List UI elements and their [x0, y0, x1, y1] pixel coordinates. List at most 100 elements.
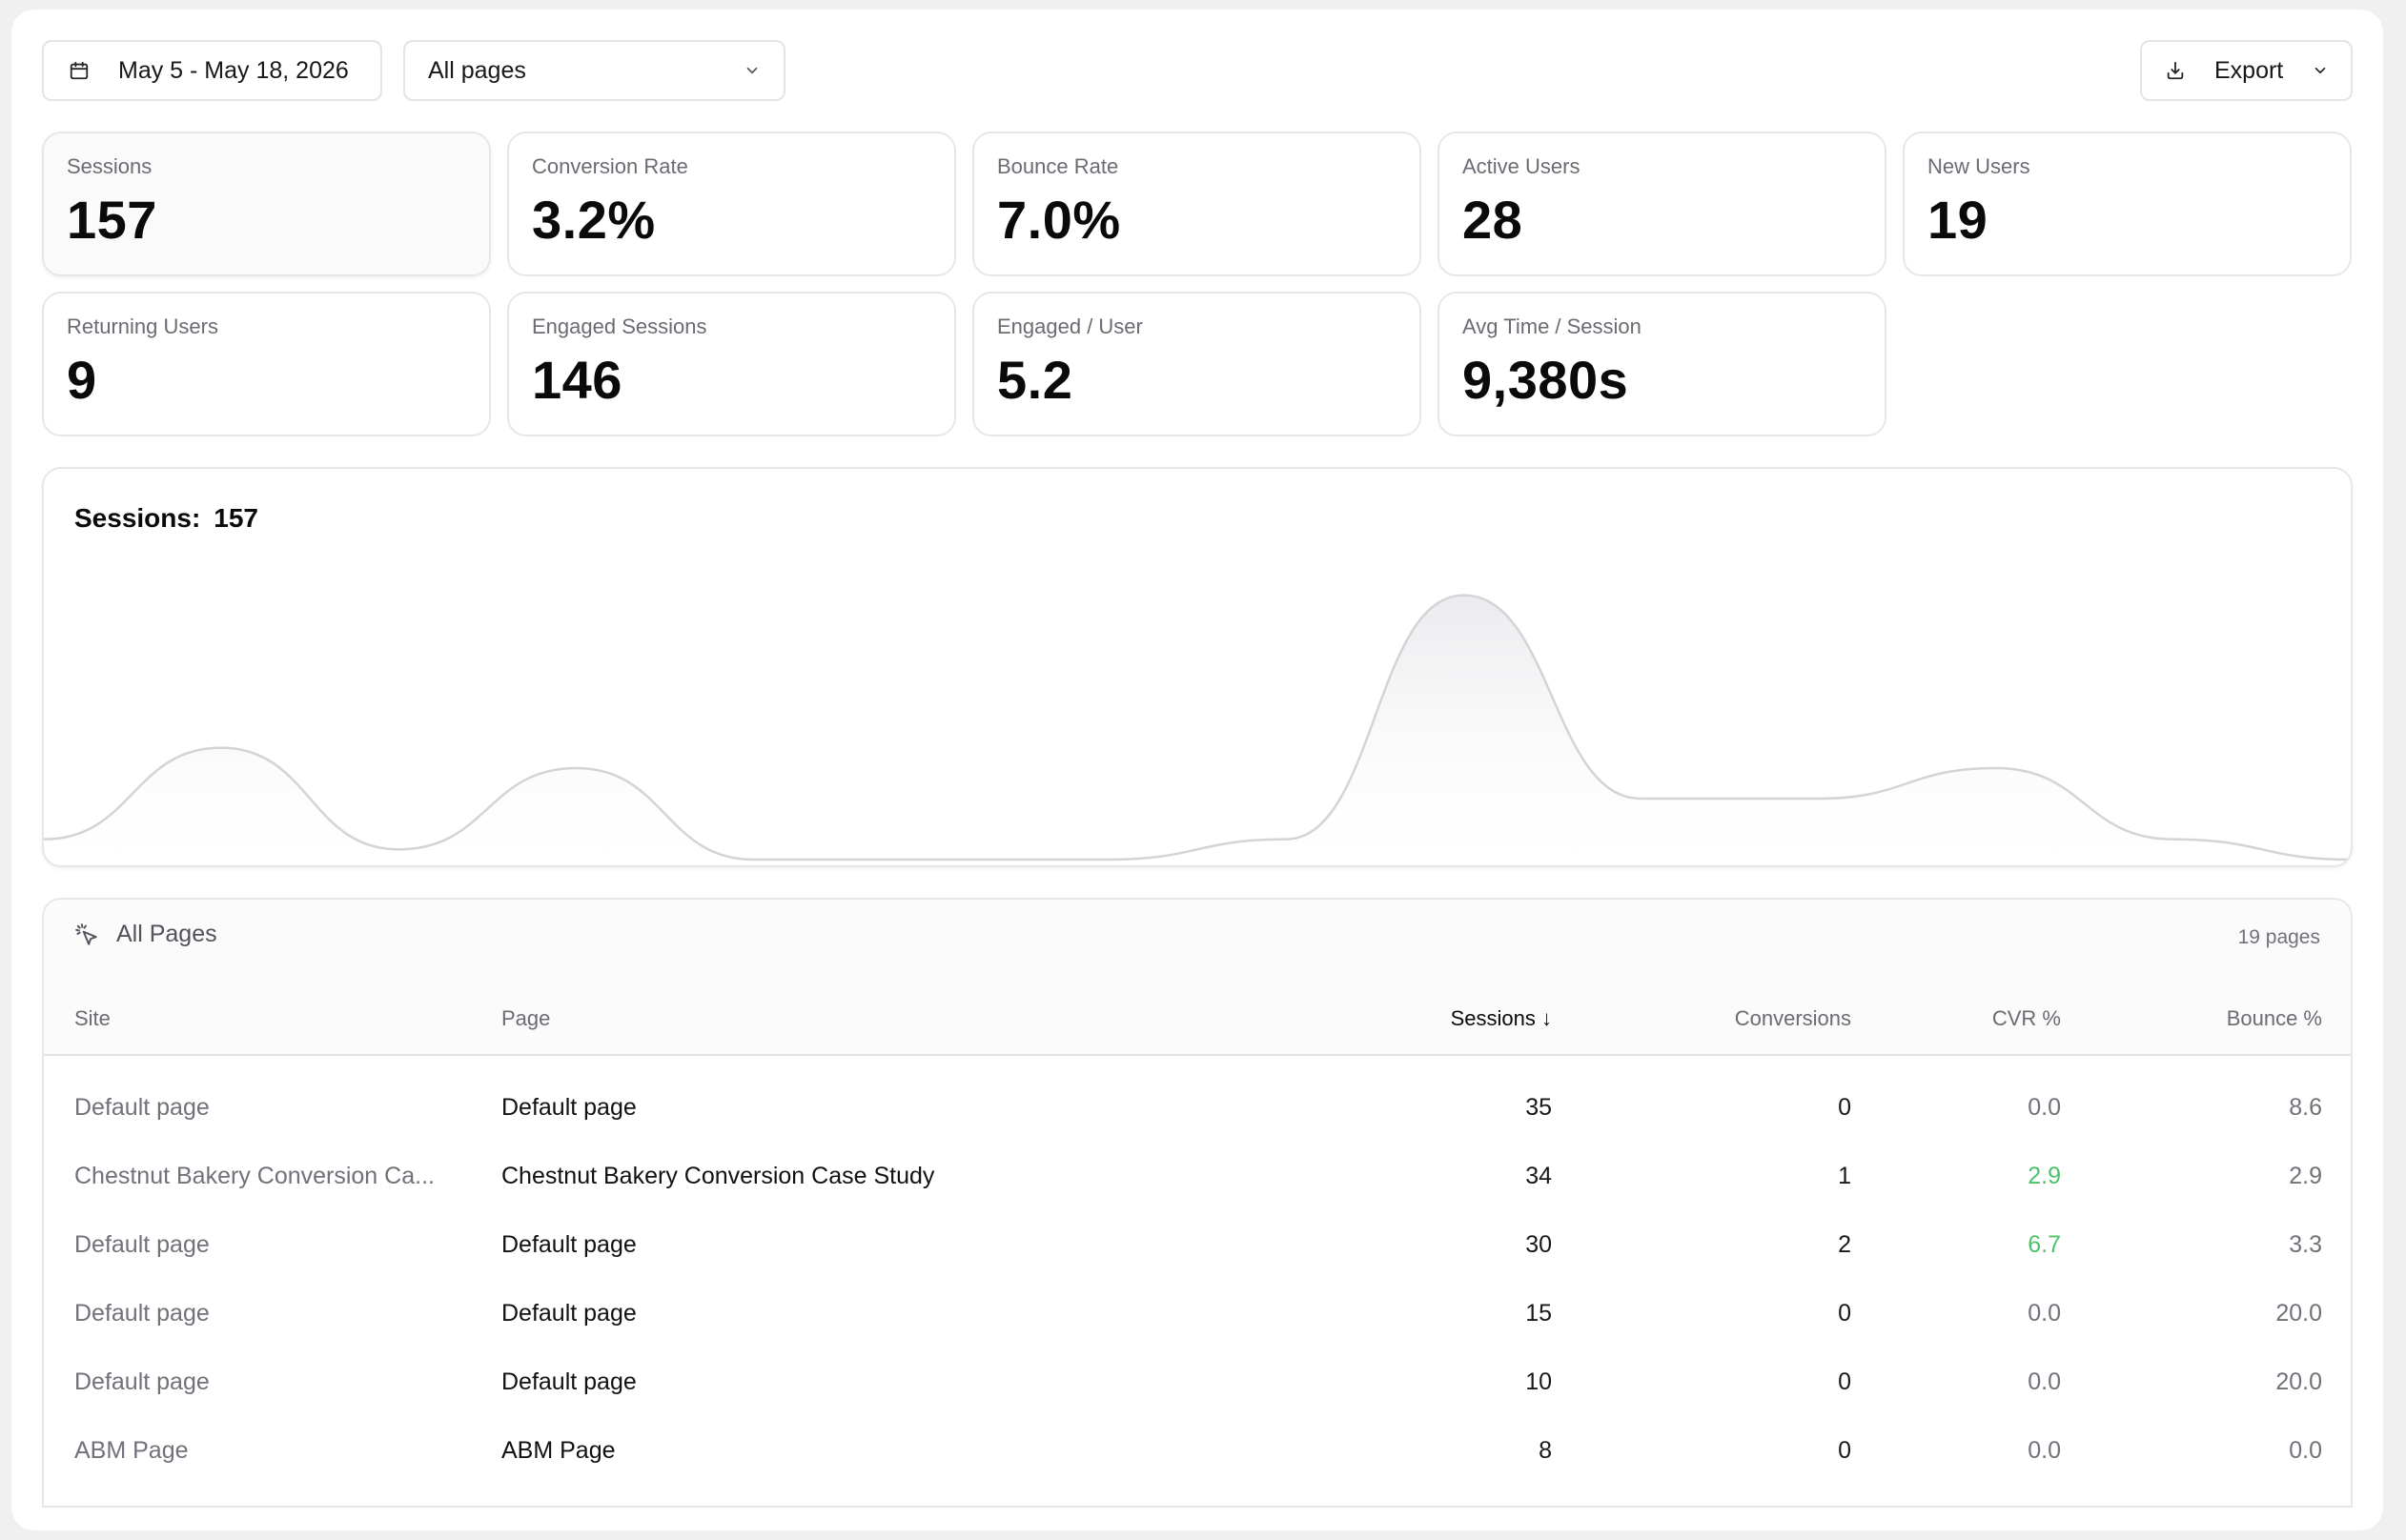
table-row[interactable]: Chestnut Bakery Conversion Ca... Chestnu…: [44, 1142, 2351, 1210]
chart-point-may-13[interactable]: [1460, 593, 1466, 598]
cell-site: Build...: [74, 1485, 147, 1506]
cell-bounce: 3.3: [2289, 1231, 2322, 1258]
cell-site: ABM Page: [74, 1437, 189, 1464]
cell-page: Build...: [501, 1485, 574, 1506]
metric-label: Engaged Sessions: [532, 314, 707, 338]
page-count: 19 pages: [2237, 926, 2320, 948]
column-header-page[interactable]: Page: [501, 1006, 551, 1030]
chart-point-may-10[interactable]: [928, 857, 934, 862]
chart-point-may-8[interactable]: [573, 765, 579, 771]
table-row[interactable]: Default page Default page 30 2 6.7 3.3: [44, 1210, 2351, 1279]
chart-point-may-14[interactable]: [1638, 796, 1643, 801]
table-row[interactable]: Build... Build... 4 0 0.0 0.0: [44, 1485, 2351, 1506]
table-title-text: All Pages: [116, 921, 217, 947]
cell-site: Default page: [74, 1231, 210, 1258]
table-row[interactable]: Default page Default page 35 0 0.0 8.6: [44, 1073, 2351, 1142]
metric-label: Engaged / User: [997, 314, 1143, 338]
cell-bounce: 20.0: [2275, 1300, 2322, 1327]
cell-page: Chestnut Bakery Conversion Case Study: [501, 1163, 935, 1189]
chart-point-may-16[interactable]: [1993, 765, 1999, 771]
pointer-click-icon: [74, 922, 99, 947]
analytics-panel: May 5 - May 18, 2026 All pages Export Se…: [11, 10, 2383, 1530]
chevron-down-icon: [744, 62, 761, 79]
chart-point-may-7[interactable]: [396, 846, 401, 852]
metric-label: Avg Time / Session: [1462, 314, 1641, 338]
cell-page: Default page: [501, 1094, 637, 1121]
cell-page: ABM Page: [501, 1437, 616, 1464]
chart-title: Sessions: 157: [74, 503, 258, 534]
chart-point-may-15[interactable]: [1816, 796, 1822, 801]
cell-page: Default page: [501, 1231, 637, 1258]
chart-value: 157: [214, 503, 258, 533]
metric-card-engaged-per-user[interactable]: Engaged / User 5.2: [972, 292, 1421, 436]
sessions-area-chart[interactable]: [44, 469, 2351, 865]
table-title: All Pages: [74, 921, 217, 948]
column-header-sessions[interactable]: Sessions ↓: [1450, 1006, 1552, 1030]
chart-series-line: [44, 594, 2351, 861]
date-range-button[interactable]: May 5 - May 18, 2026: [42, 40, 382, 101]
cell-site: Default page: [74, 1368, 210, 1395]
chart-point-may-17[interactable]: [2171, 837, 2176, 842]
metric-label: Active Users: [1462, 154, 1580, 178]
export-label: Export: [2214, 56, 2284, 84]
page-filter-select[interactable]: All pages: [403, 40, 785, 101]
cell-sessions: 8: [1539, 1437, 1552, 1464]
page-filter-label: All pages: [428, 56, 526, 84]
metric-card-sessions[interactable]: Sessions 157: [42, 132, 491, 276]
cell-conversions: 0: [1838, 1368, 1851, 1395]
metric-label: New Users: [1927, 154, 2030, 178]
metric-value: 146: [532, 350, 622, 410]
cell-conversions: 0: [1838, 1094, 1851, 1121]
metric-label: Conversion Rate: [532, 154, 688, 178]
metric-card-conversion-rate[interactable]: Conversion Rate 3.2%: [507, 132, 956, 276]
cell-cvr: 2.9: [2028, 1163, 2061, 1189]
cell-sessions: 30: [1525, 1231, 1552, 1258]
cell-site: Default page: [74, 1300, 210, 1327]
cell-conversions: 2: [1838, 1231, 1851, 1258]
metric-card-returning-users[interactable]: Returning Users 9: [42, 292, 491, 436]
column-header-cvr[interactable]: CVR %: [1991, 1006, 2061, 1030]
cell-conversions: 0: [1838, 1300, 1851, 1327]
chart-area-fill: [44, 595, 2351, 865]
metric-card-bounce-rate[interactable]: Bounce Rate 7.0%: [972, 132, 1421, 276]
metric-card-active-users[interactable]: Active Users 28: [1437, 132, 1886, 276]
download-icon: [2165, 60, 2186, 81]
cell-sessions: 15: [1525, 1300, 1552, 1327]
cell-cvr: 0.0: [2028, 1485, 2061, 1506]
cell-site: Chestnut Bakery Conversion Ca...: [74, 1163, 435, 1189]
cell-sessions: 35: [1525, 1094, 1552, 1121]
chart-point-may-9[interactable]: [751, 857, 757, 862]
cell-sessions: 10: [1525, 1368, 1552, 1395]
metric-card-avg-time-session[interactable]: Avg Time / Session 9,380s: [1437, 292, 1886, 436]
metric-value: 9: [67, 350, 97, 410]
metric-label: Returning Users: [67, 314, 218, 338]
metric-value: 9,380s: [1462, 350, 1629, 410]
column-header-site[interactable]: Site: [74, 1006, 111, 1030]
cell-cvr: 0.0: [2028, 1437, 2061, 1464]
cell-conversions: 0: [1838, 1485, 1851, 1506]
column-header-bounce[interactable]: Bounce %: [2226, 1006, 2322, 1030]
table-header-area: [44, 900, 2351, 1056]
metric-card-engaged-sessions[interactable]: Engaged Sessions 146: [507, 292, 956, 436]
metric-value: 3.2%: [532, 190, 656, 250]
column-header-conversions[interactable]: Conversions: [1734, 1006, 1851, 1030]
metric-card-new-users[interactable]: New Users 19: [1903, 132, 2352, 276]
cell-bounce: 8.6: [2289, 1094, 2322, 1121]
table-row[interactable]: ABM Page ABM Page 8 0 0.0 0.0: [44, 1416, 2351, 1485]
metric-value: 7.0%: [997, 190, 1121, 250]
chart-point-may-6[interactable]: [218, 745, 224, 751]
cell-cvr: 0.0: [2028, 1368, 2061, 1395]
cell-bounce: 0.0: [2289, 1485, 2322, 1506]
metric-value: 19: [1927, 190, 1988, 250]
chart-point-may-11[interactable]: [1106, 857, 1111, 862]
table-row[interactable]: Default page Default page 15 0 0.0 20.0: [44, 1279, 2351, 1348]
chart-point-may-12[interactable]: [1283, 837, 1289, 842]
cell-conversions: 1: [1838, 1163, 1851, 1189]
cell-sessions: 4: [1539, 1485, 1552, 1506]
cell-sessions: 34: [1525, 1163, 1552, 1189]
cell-cvr: 0.0: [2028, 1300, 2061, 1327]
all-pages-table-card: All Pages 19 pages Site Page Sessions ↓ …: [42, 898, 2353, 1508]
export-button[interactable]: Export: [2140, 40, 2353, 101]
cell-site: Default page: [74, 1094, 210, 1121]
table-row[interactable]: Default page Default page 10 0 0.0 20.0: [44, 1348, 2351, 1416]
